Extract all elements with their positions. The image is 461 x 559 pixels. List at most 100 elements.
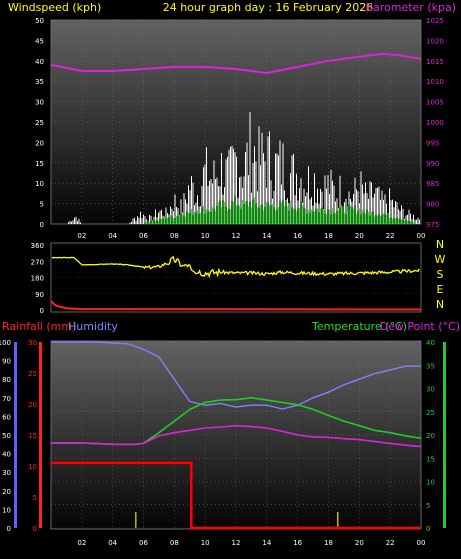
wind-y-tick-label: 10 xyxy=(35,180,44,188)
humidity-tick-label: 100 xyxy=(0,339,11,347)
rainfall-tick-label: 20 xyxy=(28,401,37,409)
rainfall-tick-label: 0 xyxy=(33,525,37,533)
rainfall-tick-label: 5 xyxy=(33,494,37,502)
temperature-tick-label: 10 xyxy=(426,479,435,487)
rainfall-tick-labels: 0 5 10 15 20 25 30 xyxy=(28,339,37,533)
wind-x-tick-label: 10 xyxy=(201,232,210,240)
barometer-y-tick-label: 1005 xyxy=(426,99,444,107)
rain-x-tick-label: 08 xyxy=(170,539,179,547)
dewpoint-label: Dew Point (°C) xyxy=(380,320,460,333)
barometer-y-tick-label: 1000 xyxy=(426,119,444,127)
rain-x-tick-label: 20 xyxy=(355,539,364,547)
humidity-tick-label: 0 xyxy=(7,525,11,533)
windspeed-label: Windspeed (kph) xyxy=(8,1,101,14)
rainfall-tick-label: 10 xyxy=(28,463,37,471)
wind-x-tick-label: 12 xyxy=(232,232,241,240)
rain-rate-line xyxy=(50,300,422,311)
wind-x-tick-label: 14 xyxy=(262,232,271,240)
temperature-tick-label: 40 xyxy=(426,339,435,347)
rain-x-tick-label: 22 xyxy=(386,539,395,547)
wind-y-tick-label: 25 xyxy=(35,119,44,127)
temperature-tick-label: 35 xyxy=(426,362,435,370)
humidity-tick-label: 40 xyxy=(2,451,11,459)
humidity-tick-label: 70 xyxy=(2,395,11,403)
rainfall-label: Rainfall (mm) xyxy=(2,320,76,333)
rainfall-tick-label: 15 xyxy=(28,432,37,440)
rainfall-tick-label: 25 xyxy=(28,370,37,378)
humidity-tick-label: 10 xyxy=(2,506,11,514)
humidity-tick-label: 90 xyxy=(2,358,11,366)
direction-y-tick-labels: 360 270 180 90 0 xyxy=(31,242,44,315)
wind-x-tick-label: 02 xyxy=(77,232,86,240)
wind-x-tick-label: 20 xyxy=(355,232,364,240)
barometer-y-tick-label: 1020 xyxy=(426,37,444,45)
wind-x-tick-label: 16 xyxy=(293,232,302,240)
humidity-tick-label: 60 xyxy=(2,413,11,421)
compass-label: W xyxy=(435,253,446,266)
rain-x-tick-label: 02 xyxy=(77,539,86,547)
temperature-tick-label: 0 xyxy=(426,525,430,533)
barometer-line xyxy=(50,52,422,75)
wind-y-tick-label: 30 xyxy=(35,99,44,107)
direction-y-tick-label: 180 xyxy=(31,275,44,283)
compass-label: E xyxy=(437,283,444,296)
wind-direction-line xyxy=(51,255,420,279)
wind-y-tick-labels: 0 5 10 15 20 25 30 35 40 45 50 xyxy=(35,17,44,229)
wind-x-tick-label: 06 xyxy=(139,232,148,240)
temperature-axis-bar xyxy=(443,342,446,528)
dewpoint-line xyxy=(51,424,422,448)
rain-x-tick-label: 16 xyxy=(293,539,302,547)
barometer-y-tick-label: 975 xyxy=(426,221,439,229)
wind-y-tick-label: 35 xyxy=(35,78,44,86)
wind-x-tick-label: 18 xyxy=(324,232,333,240)
temperature-tick-label: 25 xyxy=(426,409,435,417)
wind-x-tick-label: 04 xyxy=(108,232,117,240)
rain-x-tick-label: 06 xyxy=(139,539,148,547)
wind-x-tick-label: 22 xyxy=(386,232,395,240)
wind-x-tick-label: 00 xyxy=(417,232,426,240)
compass-label: N xyxy=(436,238,444,251)
barometer-label: Barometer (kpa) xyxy=(365,1,456,14)
humidity-tick-labels: 0 10 20 30 40 50 60 70 80 90 100 xyxy=(0,339,11,533)
humidity-tick-label: 30 xyxy=(2,469,11,477)
barometer-y-tick-label: 990 xyxy=(426,160,439,168)
direction-y-tick-label: 90 xyxy=(35,291,44,299)
humidity-label: Humidity xyxy=(68,320,118,333)
barometer-y-tick-label: 1010 xyxy=(426,78,444,86)
compass-label: S xyxy=(437,268,444,281)
rain-marks xyxy=(135,512,339,528)
temperature-tick-label: 15 xyxy=(426,455,435,463)
wind-y-tick-label: 45 xyxy=(35,37,44,45)
direction-y-tick-label: 270 xyxy=(31,258,44,266)
wind-y-tick-label: 20 xyxy=(35,139,44,147)
rainfall-axis-bar xyxy=(39,342,42,528)
wind-average-bars xyxy=(144,195,414,224)
compass-label: N xyxy=(436,298,444,311)
rain-panel-grid xyxy=(51,341,422,529)
rain-x-tick-label: 00 xyxy=(417,539,426,547)
rain-x-tick-label: 14 xyxy=(262,539,271,547)
humidity-tick-label: 80 xyxy=(2,376,11,384)
humidity-axis-bar xyxy=(14,342,17,528)
wind-y-tick-label: 5 xyxy=(40,201,44,209)
humidity-tick-label: 20 xyxy=(2,488,11,496)
barometer-y-tick-labels: 975 980 985 990 995 1000 1005 1010 1015 1020 1025 xyxy=(426,17,444,229)
barometer-y-tick-label: 995 xyxy=(426,139,439,147)
wind-x-tick-labels: 02 04 06 08 10 12 14 16 18 20 22 00 xyxy=(77,232,425,240)
rain-x-tick-label: 18 xyxy=(324,539,333,547)
direction-y-tick-label: 360 xyxy=(31,242,44,250)
rainfall-tick-label: 30 xyxy=(28,339,37,347)
barometer-y-tick-label: 1015 xyxy=(426,58,444,66)
temperature-tick-label: 20 xyxy=(426,432,435,440)
rainfall-line xyxy=(51,461,421,530)
wind-y-tick-label: 15 xyxy=(35,160,44,168)
temperature-tick-label: 30 xyxy=(426,386,435,394)
temperature-label: Temperature (°C) xyxy=(311,320,407,333)
barometer-y-tick-label: 1025 xyxy=(426,17,444,25)
wind-y-tick-label: 0 xyxy=(40,221,44,229)
barometer-y-tick-label: 985 xyxy=(426,180,439,188)
rain-x-tick-label: 04 xyxy=(108,539,117,547)
wind-y-tick-label: 40 xyxy=(35,58,44,66)
